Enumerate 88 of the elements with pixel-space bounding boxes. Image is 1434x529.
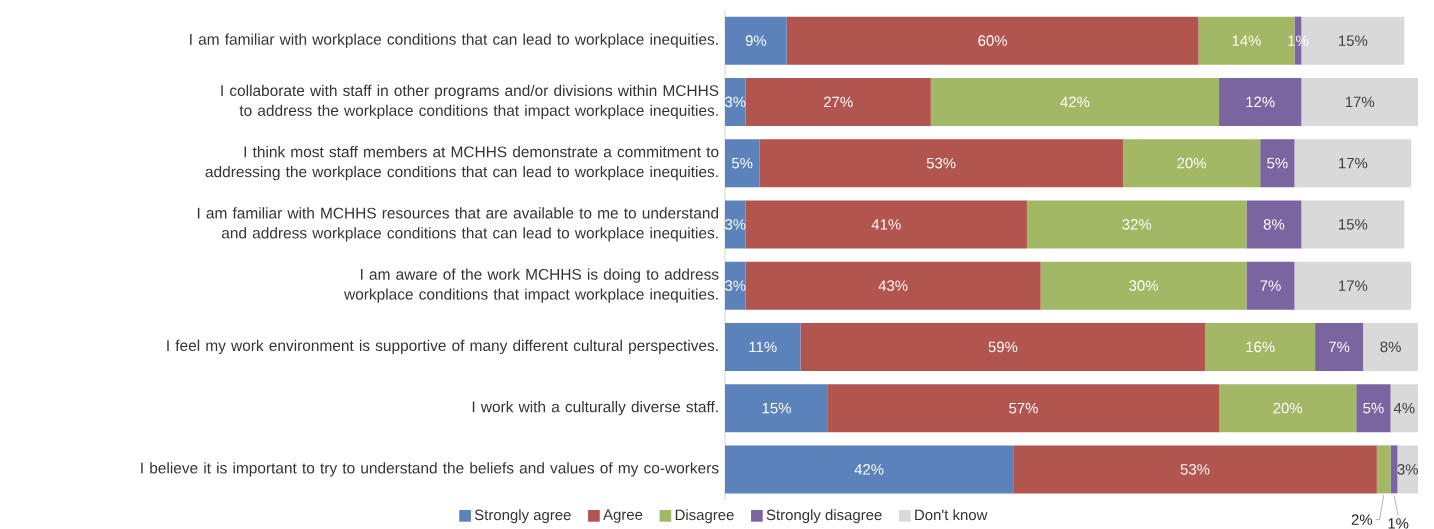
bar	[800, 322, 1206, 371]
data-label: 60%	[978, 35, 1008, 46]
bar	[1246, 200, 1302, 249]
data-label: 4%	[1393, 402, 1415, 414]
y-tick-label: I am familiar with workplace conditions that can lead to workplace inequities.	[190, 33, 718, 48]
data-label: 42%	[1060, 96, 1090, 108]
data-label: 5%	[1267, 157, 1288, 169]
data-label: 57%	[1009, 402, 1038, 414]
data-label: 15%	[1339, 35, 1368, 46]
data-label: 30%	[1129, 280, 1158, 291]
bar	[745, 261, 1041, 310]
bar	[725, 322, 801, 371]
data-label: 1%	[1388, 518, 1409, 529]
y-tick-label: I am aware of the work MCHHS is doing to address workplace conditions that impact workplace inequities.	[344, 268, 719, 303]
data-label: 42%	[854, 464, 884, 475]
data-label: 8%	[1263, 219, 1285, 230]
bar	[1026, 200, 1247, 249]
bar	[745, 200, 1027, 249]
data-label: 53%	[1180, 464, 1210, 475]
y-tick-label: I think most staff members at MCHHS demonstrate a commitment to addressing the workplace conditions that can lead to workplace inequities.	[205, 145, 719, 181]
y-tick-label: I collaborate with staff in other programs and/or divisions within MCHHS to address the workplace conditions that impact workplace inequities.	[221, 84, 719, 120]
data-label: 11%	[749, 341, 777, 353]
y-tick-label: I feel my work environment is supportive of many different cultural perspectives.	[167, 339, 718, 355]
bar	[1356, 384, 1391, 433]
bar	[930, 77, 1220, 126]
legend-label: Strongly agree	[474, 509, 571, 524]
data-label: 17%	[1339, 280, 1368, 291]
bar	[1040, 261, 1247, 310]
bar	[1013, 445, 1377, 494]
bar	[1219, 384, 1357, 433]
data-label: 15%	[1339, 219, 1368, 230]
bar	[725, 445, 1014, 494]
y-tick-label: I believe it is important to try to understand the beliefs and values of my co-workers	[141, 462, 719, 477]
data-label: 59%	[988, 341, 1018, 353]
bar	[759, 139, 1123, 188]
bar	[725, 384, 828, 433]
data-label: 17%	[1339, 157, 1368, 169]
bar	[1390, 384, 1419, 433]
data-label: 17%	[1345, 96, 1375, 108]
data-label: 32%	[1122, 219, 1152, 230]
data-label: 2%	[1351, 514, 1373, 525]
bar	[1397, 445, 1419, 494]
data-label: 15%	[762, 402, 791, 414]
data-label: 20%	[1273, 402, 1303, 414]
bar	[1301, 77, 1419, 126]
data-label: 9%	[745, 35, 767, 46]
data-label: 3%	[725, 280, 746, 291]
bar	[725, 139, 760, 188]
bar	[1301, 200, 1405, 249]
bar	[725, 261, 746, 310]
data-label: 5%	[731, 157, 753, 169]
data-label: 5%	[1363, 402, 1384, 414]
bar	[1122, 139, 1261, 188]
data-label: 41%	[871, 219, 901, 230]
data-label: 43%	[878, 280, 908, 291]
bar	[1294, 139, 1412, 188]
bar	[1205, 322, 1316, 371]
bar	[786, 16, 1199, 65]
y-tick-label: I am familiar with MCHHS resources that are available to me to understand and address workplace conditions that can lead to workplace inequities.	[197, 207, 719, 242]
data-label: 3%	[1397, 464, 1418, 475]
legend-label: Disagree	[675, 509, 734, 524]
data-label: 27%	[824, 96, 853, 108]
bar	[1376, 445, 1391, 494]
legend-label: Agree	[603, 509, 643, 523]
data-label: 12%	[1246, 96, 1275, 108]
y-tick-label: I work with a culturally diverse staff.	[472, 400, 718, 416]
bar	[1260, 139, 1295, 188]
bar	[725, 16, 787, 65]
data-label: 7%	[1260, 280, 1281, 291]
bar	[827, 384, 1220, 433]
data-label: 14%	[1232, 35, 1261, 46]
bar	[725, 200, 746, 249]
bar	[745, 77, 931, 126]
data-label: 3%	[725, 96, 746, 108]
legend-label: Don't know	[915, 509, 988, 521]
bar	[1294, 261, 1412, 310]
bar	[1219, 77, 1302, 126]
legend-label: Strongly disagree	[766, 509, 882, 524]
bar	[725, 77, 746, 126]
data-label: 16%	[1246, 341, 1275, 353]
data-label: 20%	[1177, 157, 1207, 169]
data-label: 8%	[1380, 341, 1401, 353]
data-label: 53%	[926, 157, 956, 169]
bar	[1363, 322, 1419, 371]
data-label: 7%	[1329, 341, 1350, 353]
data-label: 3%	[725, 219, 746, 230]
bar	[1315, 322, 1364, 371]
bar	[1246, 261, 1295, 310]
